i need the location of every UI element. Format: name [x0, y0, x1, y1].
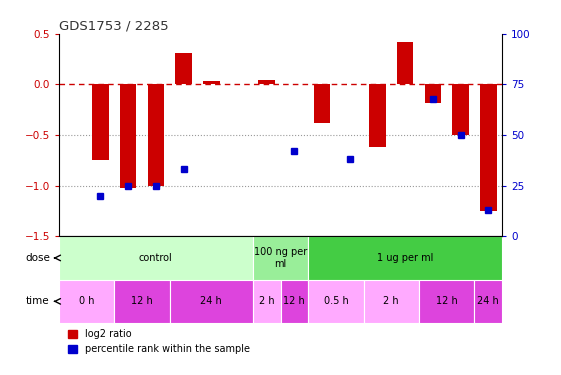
- Text: 12 h: 12 h: [131, 296, 153, 306]
- Bar: [114, 280, 169, 323]
- Text: time: time: [26, 296, 49, 306]
- Bar: [369, 84, 386, 147]
- Text: dose: dose: [26, 253, 50, 263]
- Bar: [92, 84, 109, 160]
- Bar: [59, 236, 253, 280]
- Legend: log2 ratio, percentile rank within the sample: log2 ratio, percentile rank within the s…: [64, 326, 254, 358]
- Text: 24 h: 24 h: [200, 296, 222, 306]
- Text: 100 ng per
ml: 100 ng per ml: [254, 247, 307, 269]
- Bar: [480, 84, 496, 211]
- Bar: [452, 84, 469, 135]
- Bar: [120, 84, 136, 188]
- Bar: [258, 80, 275, 84]
- Bar: [419, 280, 475, 323]
- Bar: [308, 280, 364, 323]
- Text: control: control: [139, 253, 173, 263]
- Text: 2 h: 2 h: [259, 296, 274, 306]
- Bar: [364, 280, 419, 323]
- Bar: [397, 42, 413, 84]
- Text: GDS1753 / 2285: GDS1753 / 2285: [59, 20, 168, 33]
- Text: 0.5 h: 0.5 h: [324, 296, 348, 306]
- Text: 1 ug per ml: 1 ug per ml: [377, 253, 433, 263]
- Bar: [475, 280, 502, 323]
- Bar: [425, 84, 441, 103]
- Text: 12 h: 12 h: [283, 296, 305, 306]
- Bar: [203, 81, 219, 84]
- Bar: [169, 280, 253, 323]
- Text: 2 h: 2 h: [384, 296, 399, 306]
- Bar: [148, 84, 164, 186]
- Bar: [59, 280, 114, 323]
- Bar: [253, 236, 308, 280]
- Text: 24 h: 24 h: [477, 296, 499, 306]
- Bar: [253, 280, 280, 323]
- Text: 12 h: 12 h: [436, 296, 458, 306]
- Bar: [175, 53, 192, 84]
- Text: 0 h: 0 h: [79, 296, 94, 306]
- Bar: [280, 280, 308, 323]
- Bar: [314, 84, 330, 123]
- Bar: [308, 236, 502, 280]
